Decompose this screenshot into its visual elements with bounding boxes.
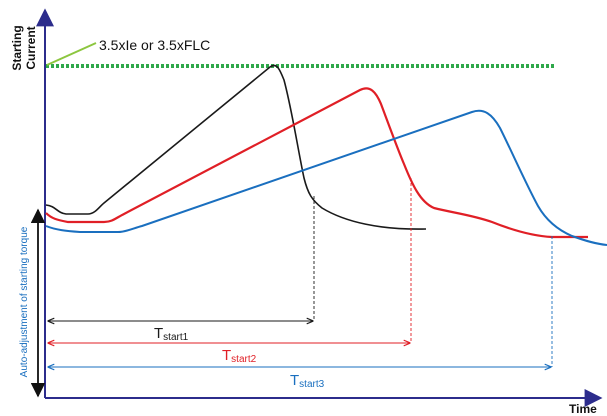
threshold-leader-line xyxy=(46,42,97,66)
y-axis-title-line2: Current xyxy=(24,26,38,69)
duration-label-start2-sub: start2 xyxy=(231,354,256,365)
threshold-label: 3.5xIe or 3.5xFLC xyxy=(99,37,210,53)
x-axis-title: Time xyxy=(569,402,597,416)
y-axis-title-line1: Starting xyxy=(10,25,24,70)
duration-label-start3-sub: start3 xyxy=(299,379,324,390)
duration-label-start1-sub: start1 xyxy=(163,332,188,343)
current-curve-red xyxy=(45,87,588,239)
duration-label-start1-main: T xyxy=(154,325,163,342)
duration-label-start3-main: T xyxy=(290,372,299,389)
torque-adjustment-label: Auto-adjustment of starting torque xyxy=(19,226,30,377)
duration-label-start2: Tstart2 xyxy=(222,347,257,365)
duration-label-start3: Tstart3 xyxy=(290,372,325,390)
current-curve-blue xyxy=(45,109,607,246)
duration-label-start2-main: T xyxy=(222,347,231,364)
current-curve-black xyxy=(45,64,427,230)
duration-label-start1: Tstart1 xyxy=(154,325,189,343)
